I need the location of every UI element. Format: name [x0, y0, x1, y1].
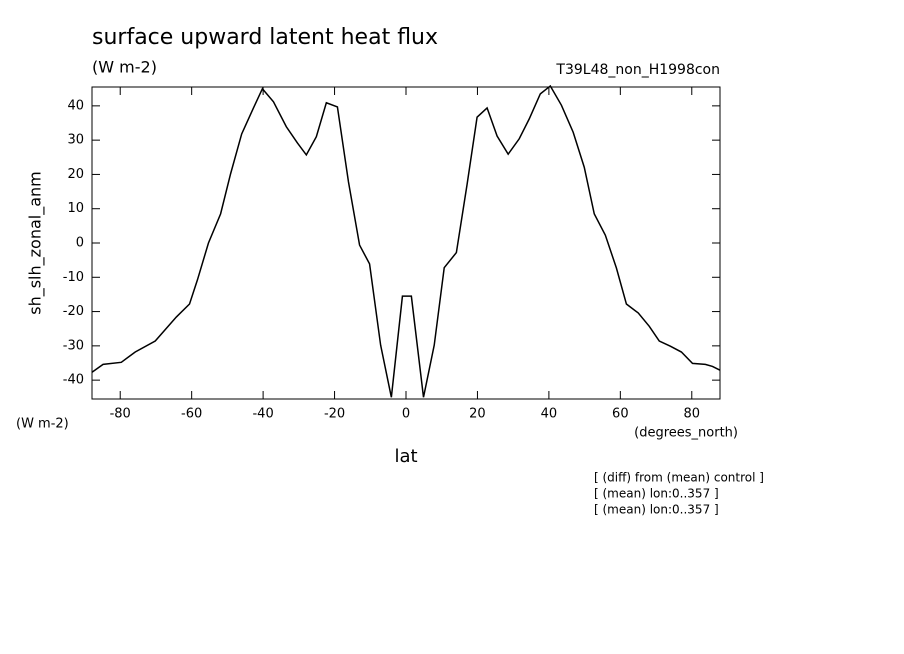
- y-units: (W m-2): [16, 417, 69, 432]
- x-tick-label: 20: [469, 407, 486, 422]
- x-tick-label: -60: [181, 407, 202, 422]
- y-tick-label: 0: [76, 236, 84, 251]
- note: [ (mean) lon:0..357 ]: [594, 487, 719, 501]
- y-tick-label: -30: [63, 338, 84, 353]
- x-tick-label: 40: [541, 407, 558, 422]
- chart-subtitle: (W m-2): [92, 58, 157, 77]
- x-tick-label: 80: [684, 407, 701, 422]
- x-units: (degrees_north): [634, 426, 738, 441]
- y-tick-label: 20: [67, 167, 84, 182]
- y-tick-label: 30: [67, 133, 84, 148]
- y-axis-label: sh_slh_zonal_anm: [26, 171, 46, 315]
- x-tick-label: -20: [324, 407, 345, 422]
- x-tick-label: 60: [612, 407, 629, 422]
- note: [ (diff) from (mean) control ]: [594, 471, 764, 485]
- note: [ (mean) lon:0..357 ]: [594, 503, 719, 517]
- data-line: [91, 84, 721, 398]
- plot-frame: [91, 86, 721, 400]
- y-tick-label: 10: [67, 201, 84, 216]
- x-tick-label: -80: [110, 407, 131, 422]
- chart-title: surface upward latent heat flux: [92, 25, 438, 50]
- y-tick-label: -40: [63, 373, 84, 388]
- y-tick-label: -10: [63, 270, 84, 285]
- x-axis-label: lat: [394, 446, 417, 467]
- run-label: T39L48_non_H1998con: [555, 62, 720, 78]
- y-tick-label: 40: [67, 98, 84, 113]
- x-tick-label: -40: [252, 407, 273, 422]
- y-tick-label: -20: [63, 304, 84, 319]
- x-tick-label: 0: [402, 407, 410, 422]
